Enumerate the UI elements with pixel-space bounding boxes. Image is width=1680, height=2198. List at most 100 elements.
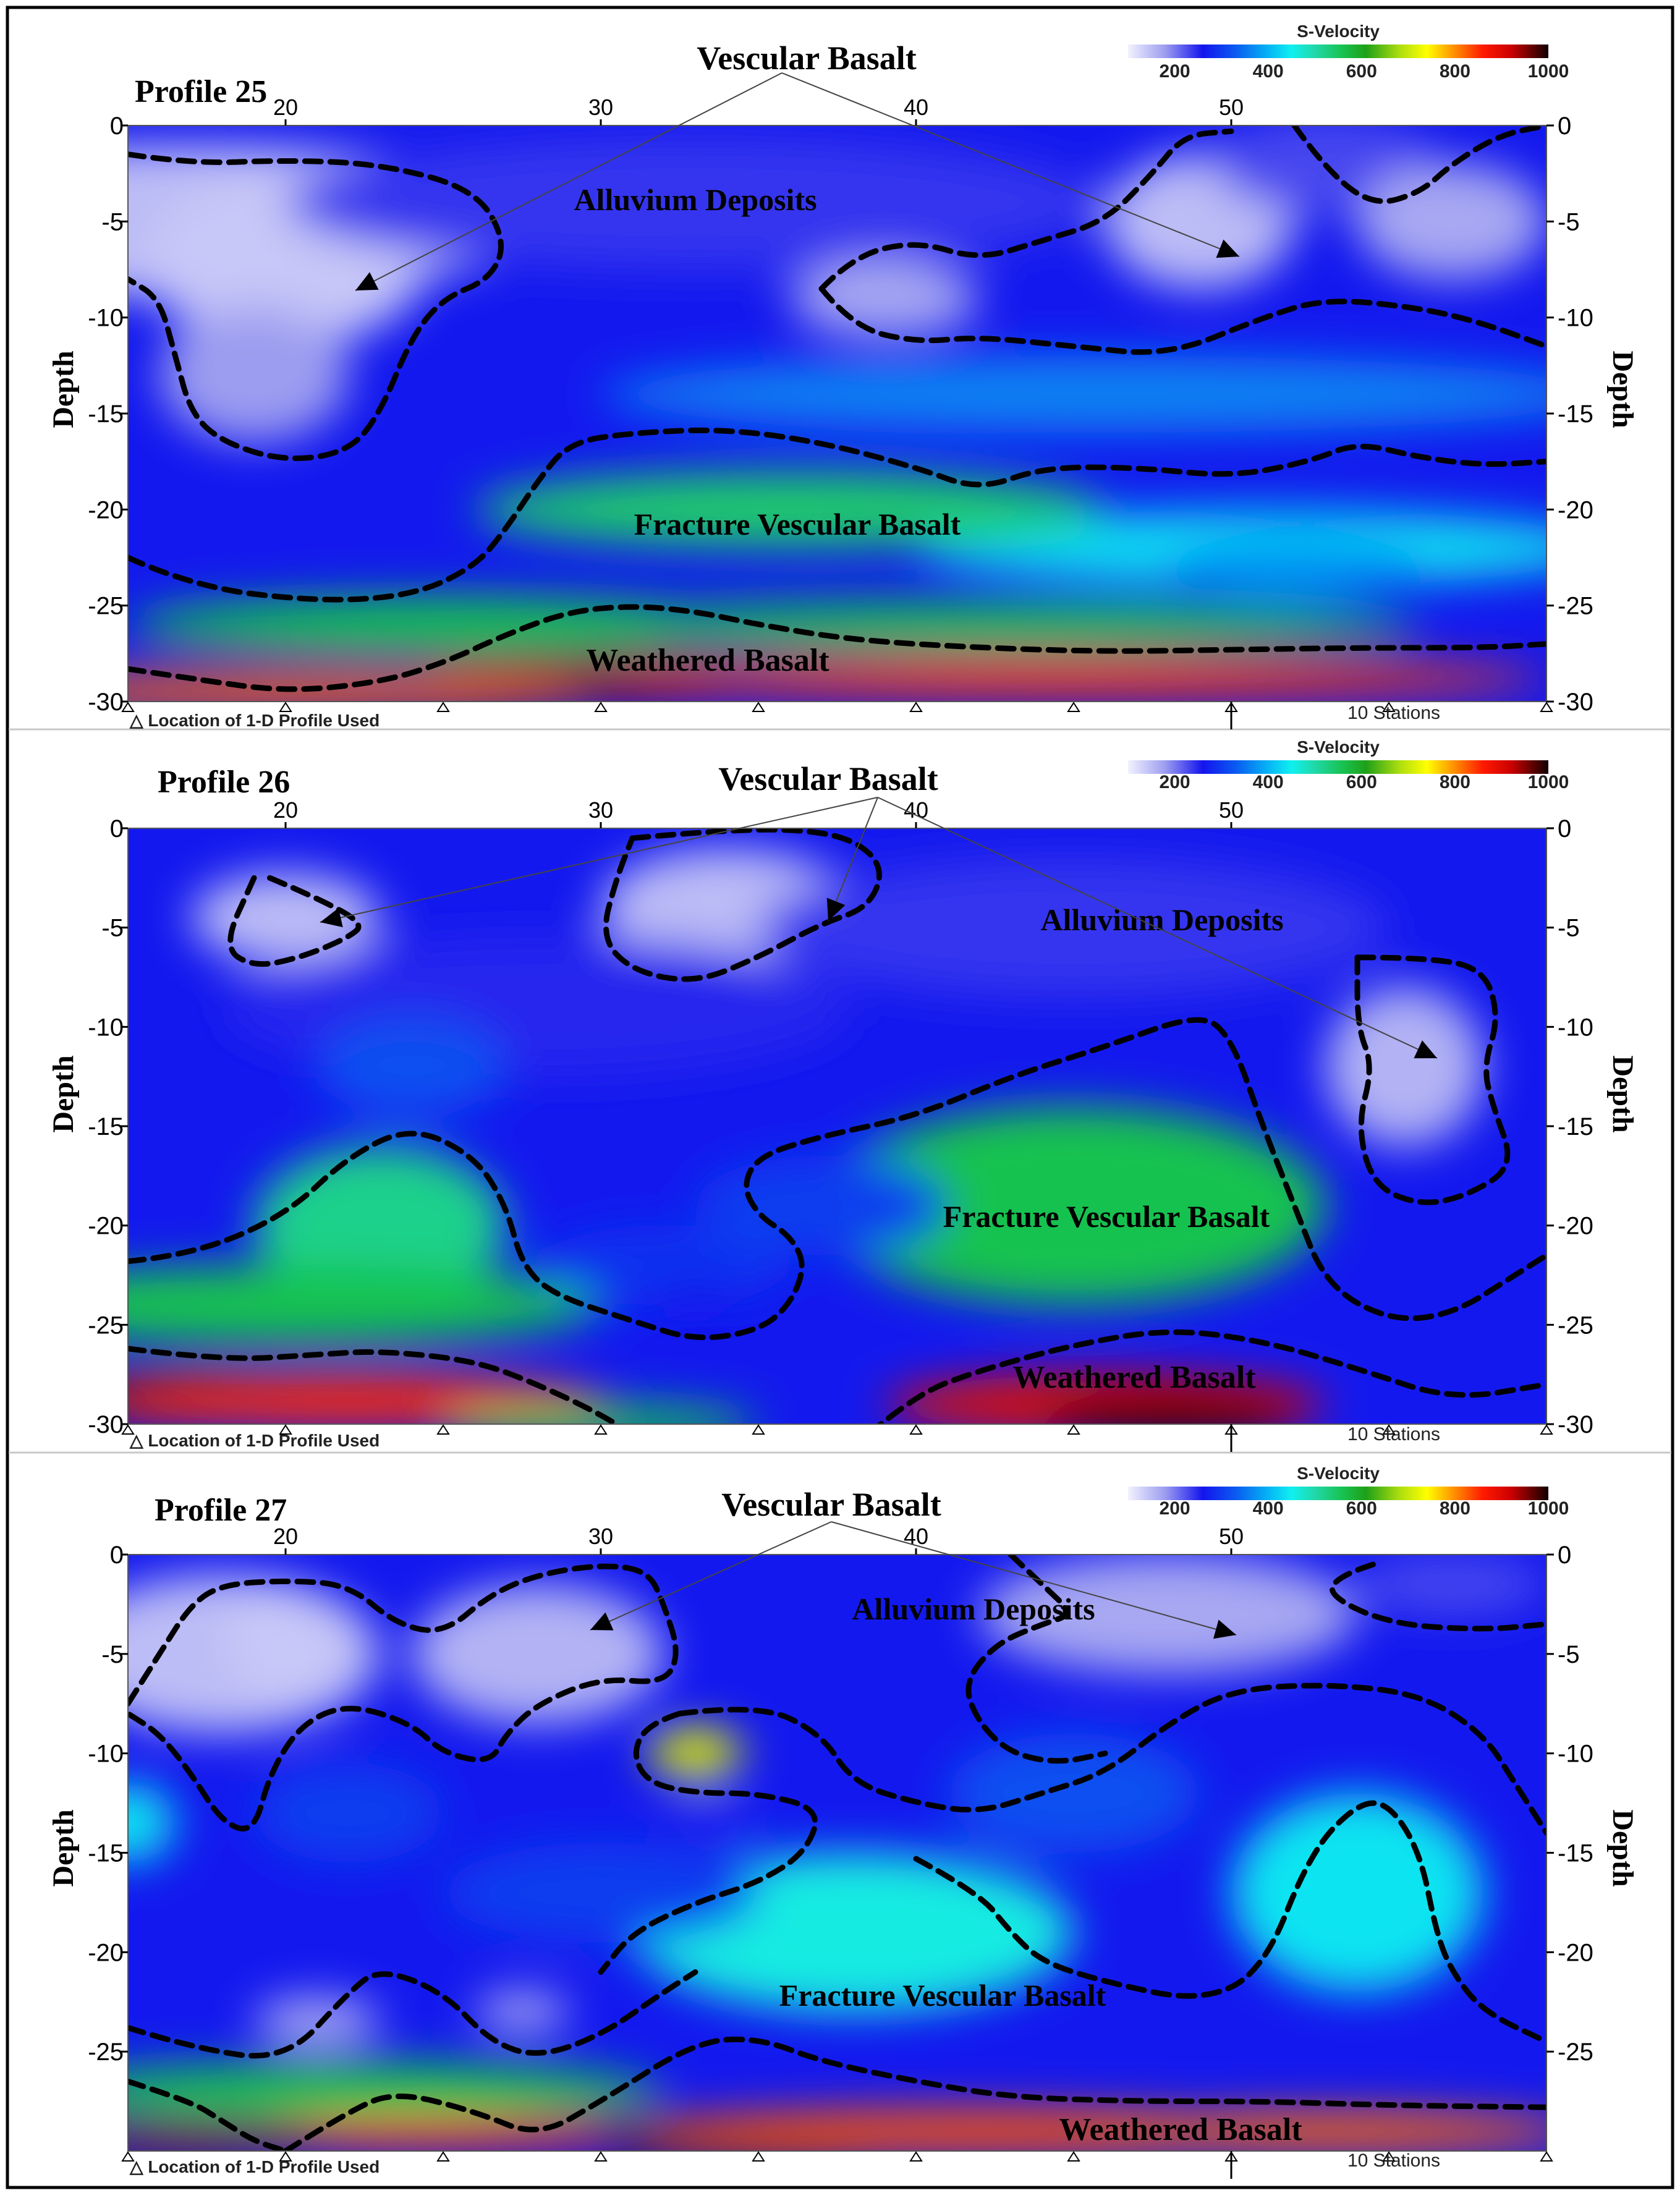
velocity-cell <box>254 1763 443 1863</box>
velocity-cell <box>695 1156 948 1255</box>
station-marker <box>121 702 135 712</box>
y-tick-label: -25 <box>1558 593 1593 620</box>
velocity-cell <box>601 355 1546 433</box>
y-tick-label: 0 <box>1558 1542 1571 1569</box>
station-marker <box>121 1424 135 1435</box>
velocity-cell <box>538 600 1420 649</box>
y-tick-label: -20 <box>1558 496 1593 524</box>
x-tick-label: 40 <box>904 95 928 120</box>
layer-boundary <box>128 604 1546 692</box>
velocity-cell <box>286 135 1105 269</box>
station-marker <box>436 2151 450 2162</box>
station-marker <box>279 1424 292 1435</box>
y-axis-label: Depth <box>47 1055 80 1132</box>
velocity-cell <box>601 659 1546 698</box>
y-tick-label: -10 <box>88 305 124 332</box>
station-marker <box>121 2151 135 2162</box>
y-tick-label: -10 <box>1558 1014 1593 1041</box>
colorbar-tick-label: 1000 <box>1528 772 1569 792</box>
layer-boundary <box>282 2036 1546 2151</box>
y-tick-label: -15 <box>1558 1113 1593 1140</box>
layer-boundary <box>128 1969 698 2059</box>
velocity-cell <box>1326 987 1483 1147</box>
colorbar-tick-label: 600 <box>1346 1498 1377 1519</box>
y-tick-label: -15 <box>88 1840 124 1867</box>
arrow-head <box>320 907 343 928</box>
y-tick-label: -15 <box>1558 1840 1593 1867</box>
colorbar-title: S-Velocity <box>1297 737 1380 757</box>
y-tick-label: -25 <box>88 593 124 620</box>
layer-boundary <box>913 1800 1546 2045</box>
layer-boundary <box>818 128 1234 292</box>
layer-boundary <box>1291 125 1546 204</box>
velocity-cell <box>790 260 979 337</box>
y-tick-label: -30 <box>88 689 124 716</box>
velocity-cell <box>538 1225 790 1305</box>
annotation-arrow <box>590 1521 832 1631</box>
panel-1: 0 0 -5 -5 -10 -10 -15 -15 -20 -20 -25 -25 -30 -30 20 30… <box>47 22 1639 730</box>
x-tick-label: 20 <box>273 1524 298 1549</box>
y-tick-label: -25 <box>88 2039 124 2066</box>
layer-boundary <box>818 286 1546 355</box>
station-marker <box>1382 702 1396 712</box>
panel-title: Profile 26 <box>158 765 290 800</box>
legend-label: △ Location of 1-D Profile Used <box>129 711 380 730</box>
station-marker <box>436 1424 450 1435</box>
y-tick-label: 0 <box>110 815 124 842</box>
y-axis-label-right: Depth <box>1606 350 1639 428</box>
layer-boundary <box>227 875 362 967</box>
layer-annotation: Fracture Vescular Basalt <box>779 1978 1106 2013</box>
layer-annotation: Vescular Basalt <box>721 1486 941 1523</box>
y-axis-label-right: Depth <box>1606 1055 1639 1132</box>
layer-boundary <box>598 1710 818 1975</box>
layer-boundary <box>128 151 504 461</box>
y-tick-label: -15 <box>88 401 124 428</box>
arrow-head <box>1414 1040 1437 1059</box>
annotation-arrow <box>320 797 878 923</box>
y-tick-label: -5 <box>101 208 124 236</box>
velocity-cell <box>475 471 1105 548</box>
y-tick-label: -15 <box>88 1113 124 1140</box>
layer-boundary <box>128 1346 622 1424</box>
colorbar-tick-label: 200 <box>1160 61 1190 82</box>
velocity-cell <box>948 1733 1200 1853</box>
layer-boundary <box>128 427 1546 603</box>
x-tick-label: 30 <box>588 797 613 823</box>
station-marker <box>1067 1424 1080 1435</box>
station-marker <box>594 702 608 712</box>
colorbar-tick-label: 1000 <box>1528 61 1569 82</box>
velocity-cell <box>475 1992 569 2032</box>
station-marker <box>594 2151 608 2162</box>
velocity-cell <box>128 2061 664 2121</box>
colorbar-tick-label: 800 <box>1440 772 1470 792</box>
station-marker <box>752 1424 765 1435</box>
colorbar-tick-label: 1000 <box>1528 1498 1569 1519</box>
y-tick-label: -20 <box>88 1213 124 1240</box>
y-tick-label: -20 <box>88 496 124 524</box>
station-marker <box>752 702 765 712</box>
colorbar-tick-label: 800 <box>1440 1498 1470 1519</box>
station-marker <box>436 702 450 712</box>
layer-boundary <box>876 1329 1546 1424</box>
panel-title: Profile 25 <box>135 74 267 109</box>
y-tick-label: -5 <box>101 1641 124 1668</box>
layer-annotation: Vescular Basalt <box>697 40 917 77</box>
layer-annotation: Fracture Vescular Basalt <box>943 1199 1270 1234</box>
layer-boundary <box>965 1555 1108 1764</box>
velocity-cell <box>1231 1793 1483 1992</box>
velocity-cell <box>191 873 380 962</box>
velocity-cell <box>664 1280 727 1310</box>
x-tick-label: 40 <box>904 1524 928 1549</box>
station-marker <box>909 2151 923 2162</box>
y-axis-label-right: Depth <box>1606 1809 1639 1886</box>
layer-annotation: Weathered Basalt <box>586 643 829 678</box>
y-tick-label: -10 <box>88 1741 124 1768</box>
colorbar-tick-label: 400 <box>1253 772 1284 792</box>
station-marker <box>1382 2151 1396 2162</box>
y-tick-label: -15 <box>1558 401 1593 428</box>
annotation-arrow <box>828 797 878 922</box>
velocity-cell <box>1042 1400 1294 1424</box>
stations-label: 10 Stations <box>1347 2150 1440 2171</box>
arrow-head <box>826 897 846 921</box>
